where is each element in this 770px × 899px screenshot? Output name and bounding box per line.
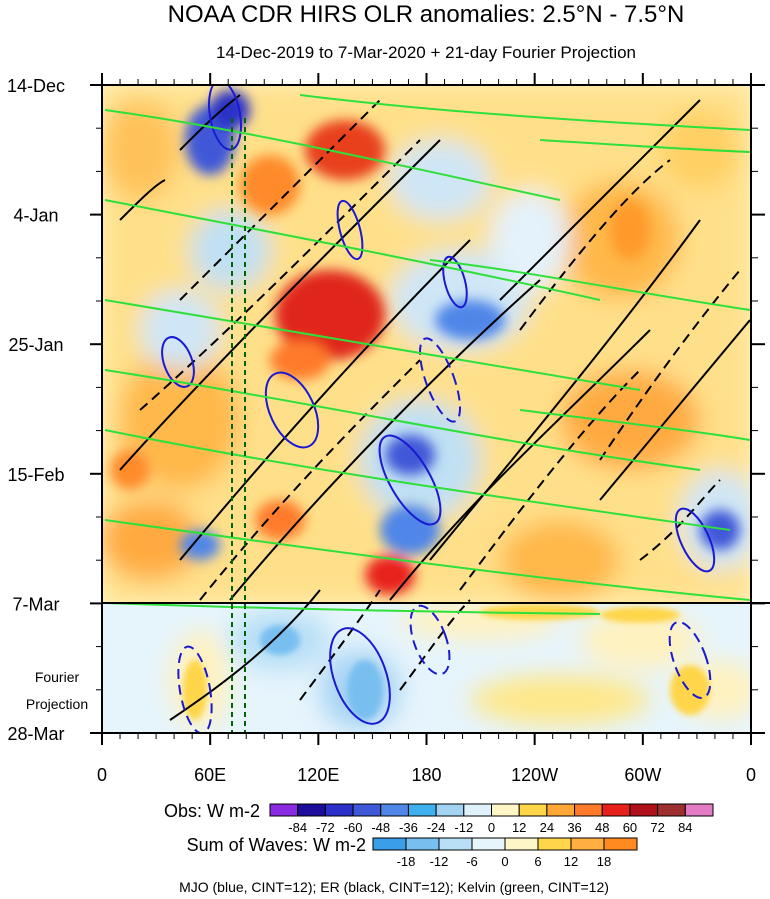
y-tick-label: 4-Jan (13, 206, 58, 226)
colorbar-label: 0 (488, 820, 495, 835)
colorbar-label: 72 (650, 820, 664, 835)
colorbar-label: -60 (344, 820, 363, 835)
chart-subtitle: 14-Dec-2019 to 7-Mar-2020 + 21-day Fouri… (216, 43, 636, 62)
colorbar-swatch (603, 837, 638, 851)
legend-footer: MJO (blue, CINT=12); ER (black, CINT=12)… (179, 879, 609, 895)
colorbar-label: -36 (399, 820, 418, 835)
colorbar-label: -18 (397, 854, 416, 869)
colorbar-label: 36 (567, 820, 581, 835)
obs-colorbar: Obs: W m-2 -84 -72 -60 -48 -36 -24 -12 0 12 24 36 48… (164, 801, 714, 835)
colorbar-swatch (570, 837, 605, 851)
x-tick-label: 120E (297, 765, 339, 785)
colorbar-label: -48 (371, 820, 390, 835)
colorbar-label: 48 (595, 820, 609, 835)
colorbar-swatch (657, 803, 686, 817)
obsbar-title: Obs: W m-2 (164, 801, 260, 821)
colorbar-swatch (504, 837, 539, 851)
colorbar-swatch (546, 803, 576, 817)
colorbar-label: 0 (501, 854, 508, 869)
projection-label-line2: Projection (26, 696, 88, 712)
projection-label-line1: Fourier (35, 669, 80, 685)
colorbar-label: 12 (564, 854, 578, 869)
y-tick-label: 15-Feb (7, 465, 64, 485)
colorbar-label: -12 (430, 854, 449, 869)
y-tick-label: 14-Dec (7, 76, 65, 96)
colorbar-label: 60 (623, 820, 637, 835)
colorbar-label: -12 (454, 820, 473, 835)
x-tick-label: 0 (97, 765, 107, 785)
colorbar-label: -84 (288, 820, 307, 835)
y-axis: 14-Dec 4-Jan 25-Jan 15-Feb 7-Mar 28-Mar (7, 76, 765, 744)
y-tick-label: 25-Jan (8, 335, 63, 355)
x-tick-label: 60E (194, 765, 226, 785)
colorbar-swatch (352, 803, 382, 817)
colorbar-swatch (471, 837, 506, 851)
colorbar-label: -6 (466, 854, 478, 869)
mjo-contours (161, 85, 716, 733)
colorbar-swatch (407, 803, 437, 817)
colorbar-swatch (324, 803, 354, 817)
colorbar-swatch (463, 803, 492, 817)
x-tick-label: 120W (511, 765, 558, 785)
kelvin-contours (104, 94, 751, 615)
colorbar-swatch (537, 837, 572, 851)
colorbar-swatch (601, 803, 631, 817)
colorbar-label: 84 (678, 820, 692, 835)
reference-lines (102, 118, 770, 733)
colorbar-swatch (629, 803, 659, 817)
x-tick-label: 60W (624, 765, 661, 785)
colorbar-swatch (269, 803, 299, 817)
colorbar-swatch (438, 837, 473, 851)
chart-title: NOAA CDR HIRS OLR anomalies: 2.5°N - 7.5… (168, 1, 685, 28)
projection-field (102, 603, 751, 733)
colorbar-label: 24 (540, 820, 554, 835)
wave-contours (104, 85, 751, 733)
colorbar-swatch (574, 803, 603, 817)
y-tick-label: 28-Mar (7, 724, 64, 744)
minor-ticks (96, 79, 758, 739)
x-tick-label: 0 (746, 765, 756, 785)
colorbar-label: -72 (316, 820, 335, 835)
colorbar-label: 18 (597, 854, 611, 869)
colorbar-swatch (380, 803, 409, 817)
colorbar-swatch (435, 803, 465, 817)
waves-colorbar: Sum of Waves: W m-2 -18 -12 -6 0 6 12 18 (187, 835, 638, 869)
colorbar-swatch (372, 837, 407, 851)
colorbar-label: -24 (427, 820, 446, 835)
colorbar-label: 6 (534, 854, 541, 869)
colorbar-swatch (405, 837, 440, 851)
colorbar-swatch (297, 803, 326, 817)
wavesbar-title: Sum of Waves: W m-2 (187, 835, 366, 855)
colorbar-label: 12 (512, 820, 526, 835)
y-tick-label: 7-Mar (12, 594, 59, 614)
x-tick-label: 180 (411, 765, 441, 785)
colorbar-swatch (684, 803, 714, 817)
colorbar-swatch (518, 803, 548, 817)
colorbar-swatch (491, 803, 520, 817)
